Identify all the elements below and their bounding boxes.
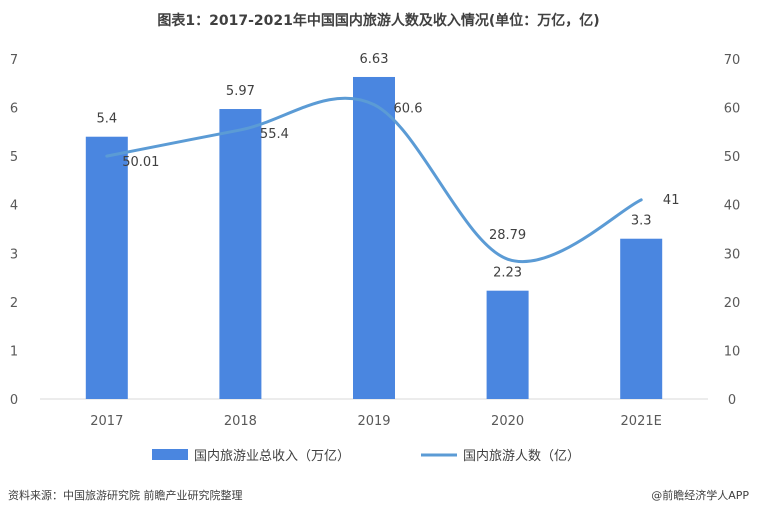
bar-value-label: 3.3: [631, 214, 652, 229]
source-note: 资料来源：中国旅游研究院 前瞻产业研究院整理: [8, 489, 243, 502]
bar-series: [85, 76, 663, 400]
bar: [620, 238, 663, 399]
bar: [353, 76, 395, 399]
legend-bar-label: 国内旅游业总收入（万亿）: [194, 448, 350, 464]
line-value-label: 50.01: [122, 155, 159, 170]
y-right-tick-label: 60: [724, 102, 741, 117]
line-path: [105, 96, 643, 263]
line-value-label: 60.6: [394, 102, 423, 117]
y-left-tick-label: 4: [10, 199, 18, 214]
legend-bar-swatch: [152, 449, 188, 460]
x-tick-label: 2020: [491, 414, 524, 429]
legend: 国内旅游业总收入（万亿） 国内旅游人数（亿）: [152, 448, 580, 464]
y-right-tick-label: 20: [724, 296, 741, 311]
y-right-tick-label: 30: [724, 247, 741, 262]
x-tick-label: 2019: [357, 414, 390, 429]
bar-value-label: 6.63: [360, 52, 389, 67]
chart-title: 图表1：2017-2021年中国国内旅游人数及收入情况(单位：万亿，亿): [157, 13, 600, 29]
line-value-label: 28.79: [489, 228, 526, 243]
legend-line-label: 国内旅游人数（亿）: [463, 448, 580, 464]
y-left-tick-label: 3: [10, 247, 18, 262]
x-tick-label: 2021E: [621, 414, 662, 429]
credit-note: @前瞻经济学人APP: [651, 489, 749, 502]
x-tick-label: 2018: [224, 414, 257, 429]
bar-value-label: 5.97: [226, 84, 255, 99]
y-right-tick-label: 10: [724, 344, 741, 359]
bar: [219, 109, 262, 400]
y-left-tick-label: 6: [10, 102, 18, 117]
line-value-label: 55.4: [260, 127, 289, 142]
y-right-tick-label: 70: [724, 53, 741, 68]
line-value-label: 41: [663, 193, 680, 208]
y-right-tick-label: 40: [724, 199, 741, 214]
bar-value-label: 5.4: [96, 112, 117, 127]
x-tick-label: 2017: [90, 414, 123, 429]
bar: [85, 136, 128, 399]
y-left-tick-label: 2: [10, 296, 18, 311]
y-left-tick-label: 5: [10, 150, 18, 165]
data-labels: 5.4 5.97 6.63 2.23 3.3 50.01 55.4 60.6 28.79 41: [96, 52, 679, 281]
y-right-tick-label: 0: [728, 393, 736, 408]
y-left-tick-label: 1: [10, 344, 18, 359]
bar: [486, 290, 529, 399]
bar-value-label: 2.23: [493, 266, 522, 281]
y-right-tick-label: 50: [724, 150, 741, 165]
y-left-tick-label: 0: [10, 393, 18, 408]
y-left-tick-label: 7: [10, 53, 18, 68]
line-series: [105, 96, 643, 263]
